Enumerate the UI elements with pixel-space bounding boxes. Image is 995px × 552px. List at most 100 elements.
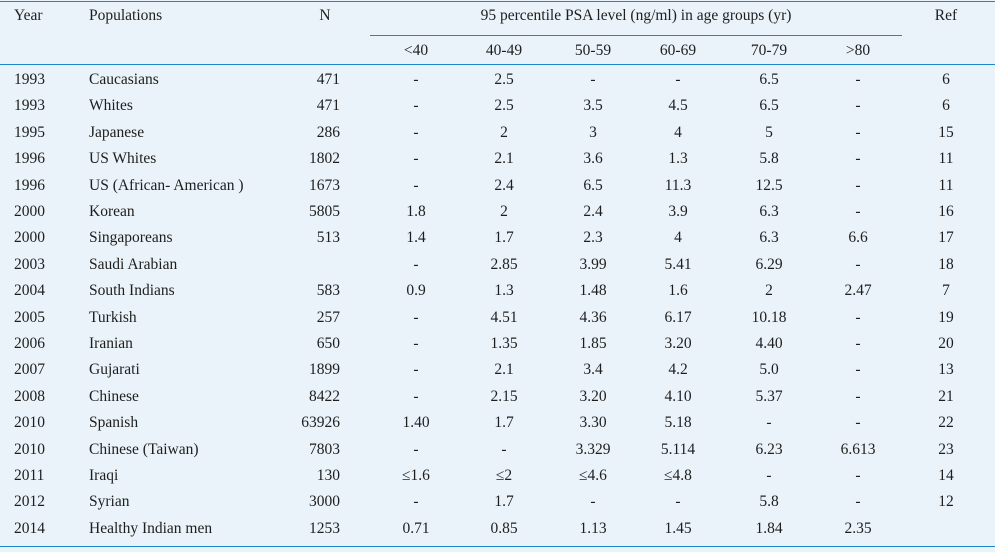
cell-n: 8422 <box>309 387 340 405</box>
cell-psa-50-59: 3.5 <box>583 97 603 115</box>
cell-year: 2012 <box>14 493 45 511</box>
cell-n: 130 <box>316 467 340 484</box>
cell-psa-50-59: - <box>590 493 596 511</box>
cell-year: 2005 <box>14 308 45 326</box>
cell-psa-60-69: 1.3 <box>668 150 688 168</box>
cell-population: Whites <box>89 97 133 115</box>
cell-psa-60-69: 5.114 <box>660 440 696 458</box>
cell-population: Chinese <box>89 387 139 405</box>
cell-psa-70-79: 10.18 <box>751 308 787 326</box>
cell-n: 257 <box>316 308 340 326</box>
cell-psa-60-69: 4 <box>674 123 682 141</box>
cell-psa-40-49: 2 <box>500 123 508 141</box>
cell-psa-50-59: 1.13 <box>579 519 607 537</box>
cell-population: Gujarati <box>89 361 140 379</box>
cell-psa-over-80: - <box>855 71 861 88</box>
cell-psa-under-40: - <box>413 335 419 352</box>
cell-year: 2006 <box>14 335 45 352</box>
cell-year: 2011 <box>14 467 45 484</box>
cell-psa-40-49: 2.1 <box>494 150 514 168</box>
cell-psa-under-40: - <box>413 308 419 326</box>
cell-population: Iranian <box>89 335 133 352</box>
cell-psa-over-80: 6.613 <box>840 440 876 458</box>
cell-psa-50-59: 2.3 <box>583 229 603 247</box>
cell-psa-40-49: 4.51 <box>490 308 518 326</box>
cell-n: 1802 <box>309 150 340 168</box>
cell-psa-70-79: 6.23 <box>755 440 783 458</box>
cell-population: US Whites <box>89 150 157 168</box>
cell-psa-50-59: ≤4.6 <box>579 467 607 484</box>
cell-ref: 18 <box>938 255 954 273</box>
cell-psa-60-69: 1.6 <box>668 282 688 300</box>
cell-psa-60-69: 5.18 <box>664 414 692 432</box>
cell-psa-50-59: 3 <box>589 123 597 141</box>
cell-year: 2000 <box>14 203 45 220</box>
age-group-60-69: 60-69 <box>659 42 697 59</box>
cell-ref: 20 <box>938 335 954 352</box>
cell-psa-50-59: 3.20 <box>579 387 607 405</box>
header-year: Year <box>14 7 43 24</box>
age-group-over-80: >80 <box>845 42 871 59</box>
age-group-40-49: 40-49 <box>485 42 523 59</box>
cell-psa-40-49: 2.5 <box>494 71 514 88</box>
age-group-under-40: <40 <box>403 42 429 59</box>
cell-psa-40-49: 1.7 <box>494 493 514 511</box>
cell-psa-40-49: 1.3 <box>494 282 514 300</box>
cell-n: 1673 <box>309 176 340 194</box>
cell-psa-over-80: - <box>855 467 861 484</box>
cell-psa-70-79: 6.29 <box>755 255 783 273</box>
cell-psa-70-79: 6.3 <box>759 203 779 220</box>
cell-ref: 17 <box>938 229 954 247</box>
cell-ref: 15 <box>938 123 954 141</box>
age-group-70-79: 70-79 <box>750 42 788 59</box>
cell-n: 3000 <box>309 493 340 511</box>
cell-psa-50-59: 3.4 <box>583 361 603 379</box>
cell-n: 471 <box>316 71 340 88</box>
cell-n: 5805 <box>309 203 340 220</box>
cell-psa-under-40: 0.9 <box>406 282 426 300</box>
cell-psa-50-59: 2.4 <box>583 203 603 220</box>
cell-year: 2003 <box>14 255 45 273</box>
cell-psa-over-80: - <box>855 150 861 168</box>
cell-n: 1253 <box>309 519 340 537</box>
cell-year: 1993 <box>14 71 45 88</box>
cell-ref: 14 <box>938 467 954 484</box>
cell-n: 650 <box>316 335 340 352</box>
cell-psa-60-69: 4.10 <box>664 387 692 405</box>
cell-psa-over-80: - <box>855 123 861 141</box>
cell-ref: 11 <box>938 176 954 194</box>
age-group-header-rule <box>370 35 902 36</box>
cell-psa-70-79: 5.37 <box>755 387 783 405</box>
cell-psa-70-79: 6.3 <box>759 229 779 247</box>
cell-n: 583 <box>316 282 340 300</box>
cell-psa-over-80: - <box>855 308 861 326</box>
cell-psa-under-40: ≤1.6 <box>402 467 430 484</box>
cell-psa-40-49: ≤2 <box>495 467 513 484</box>
cell-year: 2010 <box>14 440 45 458</box>
cell-population: Healthy Indian men <box>89 519 213 537</box>
cell-psa-40-49: - <box>501 440 507 458</box>
header-n: N <box>319 7 331 24</box>
age-group-50-59: 50-59 <box>574 42 612 59</box>
cell-n: 513 <box>316 229 340 247</box>
cell-psa-50-59: 3.30 <box>579 414 607 432</box>
cell-psa-40-49: 2.1 <box>494 361 514 379</box>
cell-psa-under-40: - <box>413 387 419 405</box>
cell-ref: 22 <box>938 414 954 432</box>
cell-psa-70-79: 5.8 <box>759 150 779 168</box>
cell-psa-over-80: - <box>855 414 861 432</box>
cell-year: 2004 <box>14 282 45 300</box>
cell-year: 2010 <box>14 414 45 432</box>
table-top-rule <box>0 1 995 2</box>
cell-population: Syrian <box>89 493 130 511</box>
cell-year: 1996 <box>14 150 45 168</box>
cell-psa-under-40: - <box>413 176 419 194</box>
cell-population: Turkish <box>89 308 137 326</box>
cell-psa-over-80: - <box>855 203 861 220</box>
cell-psa-50-59: 4.36 <box>579 308 607 326</box>
cell-psa-over-80: 2.47 <box>844 282 872 300</box>
cell-psa-60-69: 3.9 <box>668 203 688 220</box>
cell-ref: 23 <box>938 440 954 458</box>
cell-psa-50-59: - <box>590 71 596 88</box>
cell-psa-50-59: 3.99 <box>579 255 607 273</box>
